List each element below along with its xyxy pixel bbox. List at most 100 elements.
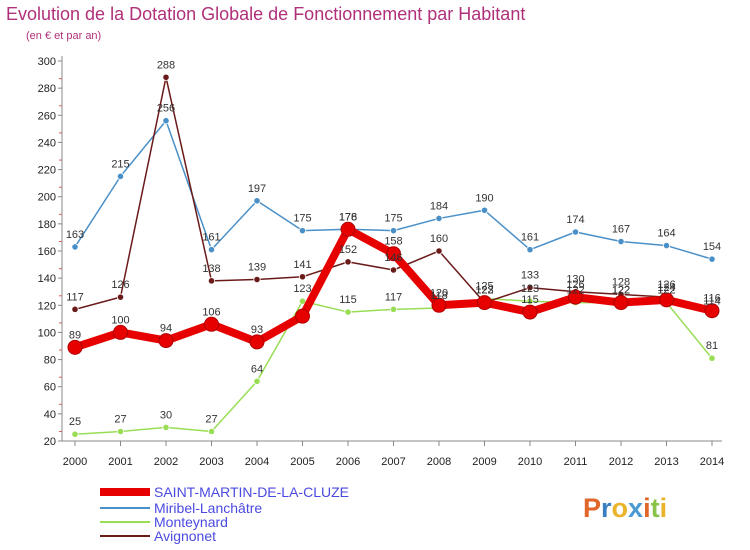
data-point — [522, 304, 538, 320]
data-label: 167 — [612, 224, 630, 236]
data-point — [708, 255, 716, 263]
x-tick-label: 2008 — [427, 456, 451, 468]
data-point — [704, 303, 720, 319]
data-point — [116, 427, 125, 436]
data-point — [480, 206, 489, 214]
y-tick-label: 200 — [38, 192, 56, 204]
data-label: 64 — [251, 363, 263, 375]
data-point — [526, 284, 534, 292]
data-label: 190 — [475, 192, 493, 204]
data-label: 122 — [566, 285, 584, 297]
x-tick-label: 2010 — [518, 456, 542, 468]
data-point — [389, 227, 398, 235]
data-label: 138 — [202, 263, 220, 275]
data-label: 122 — [657, 285, 675, 297]
x-tick-label: 2013 — [654, 456, 678, 468]
data-point — [613, 295, 629, 311]
data-label: 122 — [475, 285, 493, 297]
legend-label-miribel: Miribel-Lanchâtre — [154, 500, 262, 516]
data-label: 106 — [202, 306, 220, 318]
y-tick-label: 120 — [38, 300, 56, 312]
data-label: 158 — [384, 236, 402, 248]
y-tick-label: 180 — [38, 219, 56, 231]
data-point — [71, 243, 79, 251]
data-point — [298, 227, 307, 235]
data-label: 175 — [293, 213, 311, 225]
y-tick-group: 20 40 60 80 100 120 140 160 180 200 220 240 260 280 30… — [38, 56, 62, 448]
x-tick-group: 2000 2001 2002 2003 2004 2005 2006 2007 2008 2009… — [63, 441, 724, 468]
data-label: 139 — [248, 262, 266, 274]
data-label: 117 — [66, 291, 84, 303]
data-point — [344, 258, 352, 266]
data-point — [71, 430, 79, 438]
data-point — [249, 334, 265, 350]
data-label: 184 — [430, 200, 448, 212]
data-label: 126 — [566, 279, 584, 291]
data-point — [204, 316, 219, 332]
data-point — [477, 295, 492, 311]
data-label: 123 — [475, 285, 493, 297]
data-label: 93 — [251, 324, 263, 336]
data-point — [386, 246, 401, 262]
data-label: 146 — [384, 252, 402, 264]
data-label: 176 — [339, 211, 357, 223]
data-label: 124 — [657, 282, 675, 294]
data-point — [431, 297, 447, 313]
x-tick-label: 2001 — [108, 456, 132, 468]
data-label: 178 — [339, 211, 357, 223]
data-point — [158, 333, 174, 349]
y-tick-label: 240 — [38, 137, 56, 149]
legend: SAINT-MARTIN-DE-LA-CLUZE Miribel-Lanchât… — [100, 484, 349, 544]
data-label: 160 — [430, 233, 448, 245]
data-label: 81 — [706, 340, 718, 352]
data-label: 175 — [384, 213, 402, 225]
data-point — [295, 308, 310, 324]
x-tick-label: 2009 — [472, 456, 496, 468]
data-label: 161 — [202, 232, 220, 244]
data-point — [207, 427, 216, 436]
data-point — [389, 266, 398, 274]
data-label: 126 — [111, 279, 129, 291]
y-tick-label: 220 — [38, 165, 56, 177]
data-label: 154 — [703, 241, 721, 253]
data-point — [113, 324, 128, 340]
data-label: 116 — [703, 293, 721, 305]
data-point — [659, 292, 674, 308]
data-point — [662, 241, 671, 250]
data-label: 30 — [160, 409, 172, 421]
data-point — [253, 275, 261, 284]
x-tick-label: 2000 — [63, 456, 87, 468]
data-point — [435, 247, 443, 255]
data-label: 94 — [160, 323, 172, 335]
data-label: 27 — [114, 414, 126, 426]
chart-title: Evolution de la Dotation Globale de Fonc… — [6, 4, 525, 24]
y-tick-label: 260 — [38, 110, 56, 122]
x-tick-label: 2007 — [381, 456, 405, 468]
y-tick-label: 280 — [38, 83, 56, 95]
data-label: 128 — [612, 276, 630, 288]
data-label: 122 — [612, 285, 630, 297]
data-point — [71, 305, 79, 313]
x-tick-label: 2012 — [609, 456, 633, 468]
data-label: 100 — [111, 314, 129, 326]
y-tick-label: 300 — [38, 56, 56, 68]
series-layer — [67, 73, 720, 438]
data-point — [340, 221, 356, 237]
data-label: 117 — [385, 291, 403, 303]
chart-subtitle: (en € et par an) — [26, 30, 101, 42]
data-label: 161 — [521, 232, 539, 244]
data-label: 130 — [566, 274, 584, 286]
data-point — [298, 297, 307, 305]
data-point — [526, 297, 534, 305]
x-tick-label: 2005 — [290, 456, 314, 468]
legend-label-avignonet: Avignonet — [154, 528, 216, 544]
data-point — [435, 214, 443, 223]
data-point — [344, 308, 352, 316]
data-point — [162, 117, 170, 125]
data-point — [162, 73, 170, 81]
proxiti-logo: Proxiti — [583, 493, 667, 523]
data-label: 118 — [430, 290, 448, 302]
x-tick-label: 2011 — [564, 456, 588, 468]
y-tick-label: 20 — [44, 436, 56, 448]
